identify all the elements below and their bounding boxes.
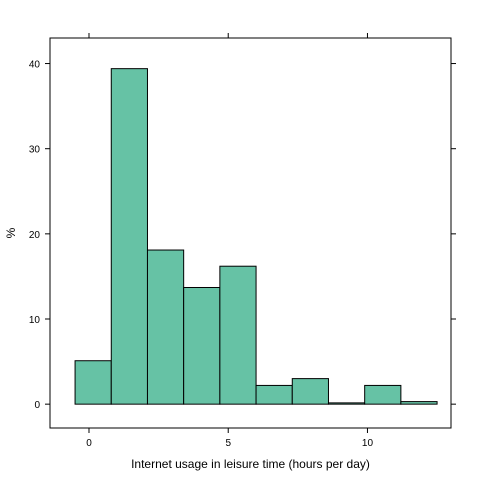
histogram-bar	[291, 378, 329, 405]
y-tick-label: 10	[29, 315, 41, 326]
histogram-bar	[255, 384, 293, 405]
histogram-bar	[400, 401, 438, 405]
plot-frame	[49, 37, 452, 429]
y-tick-label: 0	[34, 400, 40, 411]
histogram-bar	[110, 68, 148, 405]
y-axis-label: %	[4, 227, 18, 238]
y-tick-label: 40	[29, 60, 41, 71]
x-tick-label: 5	[225, 438, 231, 449]
y-tick-label: 20	[29, 230, 41, 241]
histogram-bar	[183, 286, 221, 405]
histogram-bar	[327, 402, 366, 405]
histogram-bar	[74, 360, 112, 405]
x-tick-label: 10	[362, 438, 374, 449]
x-tick-label: 0	[86, 438, 92, 449]
x-axis-label: Internet usage in leisure time (hours pe…	[131, 457, 370, 471]
x-axis-ticks: 0 5 10	[86, 33, 373, 449]
histogram-bar	[364, 384, 402, 405]
histogram-bar	[146, 249, 185, 405]
y-axis-ticks: 0 10 20 30 40	[29, 60, 456, 411]
bars-group	[74, 68, 438, 405]
histogram-bar	[219, 265, 257, 405]
y-tick-label: 30	[29, 145, 41, 156]
